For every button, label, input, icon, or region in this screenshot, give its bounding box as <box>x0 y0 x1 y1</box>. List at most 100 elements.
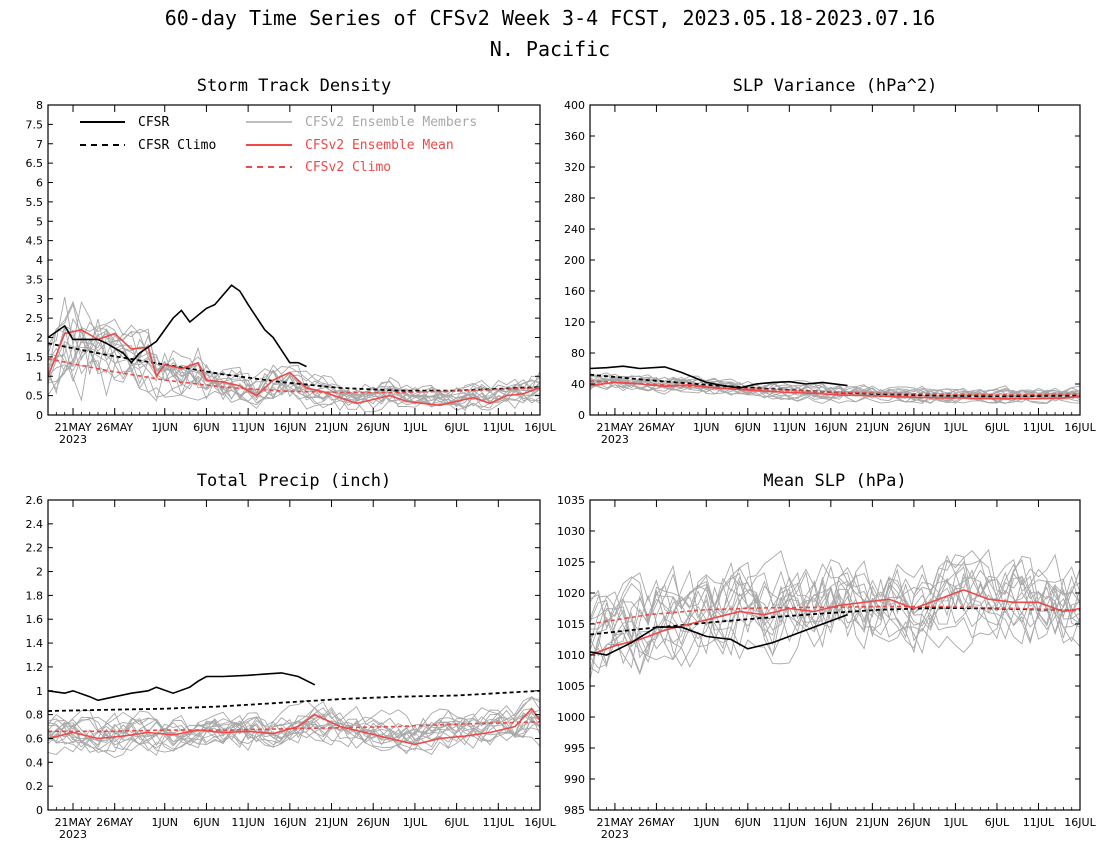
y-tick-label: 400 <box>564 99 585 112</box>
series-line-cfsr-climo <box>47 342 541 392</box>
x-tick-label: 6JUN <box>193 421 220 434</box>
x-tick-label: 6JUL <box>444 816 469 829</box>
y-tick-label: 6.5 <box>26 157 44 170</box>
y-tick-label: 5.5 <box>26 196 44 209</box>
y-tick-label: 3.5 <box>26 273 44 286</box>
x-tick-label: 26MAY <box>638 421 675 434</box>
y-tick-label: 160 <box>564 285 585 298</box>
x-tick-label: 1JUL <box>943 421 968 434</box>
ensemble-members <box>47 296 541 413</box>
series-line-cfsv2-climo <box>589 605 1081 625</box>
x-tick-label: 21MAY <box>596 421 633 434</box>
ensemble-member-line <box>47 325 541 409</box>
series-line-ens-mean <box>47 328 541 407</box>
plot-frame <box>589 104 1081 416</box>
y-tick-label: 4.5 <box>26 235 44 248</box>
x-tick-label: 26MAY <box>638 816 675 829</box>
y-tick-label: 1005 <box>557 680 585 693</box>
y-tick-label: 7.5 <box>26 118 44 131</box>
ensemble-member-line <box>589 548 1081 643</box>
ensemble-member-line <box>589 375 1081 398</box>
ensemble-member-line <box>589 550 1081 645</box>
ensemble-member-line <box>47 715 541 753</box>
y-tick-label: 990 <box>564 773 585 786</box>
series-line-cfsr <box>589 613 848 656</box>
series-line-cfsr <box>47 284 307 368</box>
series-line-cfsv2-climo <box>47 358 541 394</box>
series-line-cfsr <box>47 672 316 702</box>
y-tick-label: 1 <box>36 370 43 383</box>
x-tick-label: 6JUL <box>444 421 469 434</box>
x-tick-label: 26MAY <box>96 816 133 829</box>
x-tick-label: 6JUN <box>193 816 220 829</box>
x-tick-label: 6JUN <box>735 816 762 829</box>
x-year-label: 2023 <box>601 433 629 446</box>
x-tick-label: 21MAY <box>55 421 92 434</box>
y-tick-label: 1025 <box>557 556 585 569</box>
y-tick-label: 2.4 <box>26 518 44 531</box>
ensemble-member-line <box>47 296 541 401</box>
chart-panel-3: Total Precip (inch) 0 0.2 0.4 0.6 0.8 1 1.2 1.4 1… <box>26 471 557 841</box>
y-tick-label: 3 <box>36 293 43 306</box>
x-tick-label: 21JUN <box>315 421 349 434</box>
plot-frame <box>47 499 541 811</box>
x-tick-label: 16JUN <box>814 816 848 829</box>
ensemble-member-line <box>590 589 1081 668</box>
y-tick-label: 2.5 <box>26 312 44 325</box>
x-tick-label: 21JUN <box>315 816 349 829</box>
ensemble-member-line <box>589 561 1081 650</box>
plot-frame <box>47 104 541 416</box>
series-line-cfsr <box>589 365 848 389</box>
x-tick-label: 11JUL <box>483 421 515 434</box>
y-tick-label: 0 <box>578 409 585 422</box>
legend-label-cfsr: CFSR <box>138 115 169 130</box>
series-line-cfsv2-climo <box>589 380 1081 396</box>
ensemble-member-line <box>47 696 541 735</box>
x-tick-label: 6JUL <box>985 421 1010 434</box>
y-tick-label: 280 <box>564 192 585 205</box>
series-line-cfsr-climo <box>47 689 541 712</box>
y-tick-label: 0.4 <box>26 756 44 769</box>
y-tick-label: 0.6 <box>26 732 44 745</box>
panel-title: SLP Variance (hPa^2) <box>733 76 938 96</box>
x-tick-label: 11JUL <box>1023 421 1055 434</box>
y-tick-label: 5 <box>36 215 43 228</box>
legend-label-members: CFSv2 Ensemble Members <box>305 115 477 130</box>
y-tick-label: 6 <box>36 177 43 190</box>
panel-title: Mean SLP (hPa) <box>763 471 906 491</box>
ensemble-member-line <box>589 376 1081 401</box>
ensemble-member-line <box>47 328 541 408</box>
plot-frame <box>589 499 1081 811</box>
legend-label-ens-mean: CFSv2 Ensemble Mean <box>305 138 454 153</box>
x-tick-label: 11JUN <box>773 816 807 829</box>
y-tick-label: 1.2 <box>26 661 44 674</box>
x-tick-label: 26JUN <box>356 421 390 434</box>
x-tick-label: 11JUL <box>1023 816 1055 829</box>
y-tick-label: 80 <box>571 347 585 360</box>
x-tick-label: 1JUL <box>943 816 968 829</box>
x-tick-label: 21MAY <box>55 816 92 829</box>
y-tick-label: 0 <box>36 409 43 422</box>
y-tick-label: 0.5 <box>26 390 44 403</box>
x-tick-label: 16JUL <box>524 421 556 434</box>
x-tick-label: 21JUN <box>856 421 890 434</box>
y-tick-label: 1.4 <box>26 637 44 650</box>
chart-panel-4: Mean SLP (hPa) 985 990 995 1000 1005 1010 1015 1… <box>557 471 1097 841</box>
series-line-ens-mean <box>589 589 1081 656</box>
chart-panel-1: Storm Track Density 0 0.5 1 1.5 2 2.5 3 3.5 4 4.5 5… <box>26 76 557 446</box>
y-tick-label: 200 <box>564 254 585 267</box>
y-tick-label: 2.6 <box>26 494 44 507</box>
y-tick-label: 1 <box>36 685 43 698</box>
y-tick-label: 1000 <box>557 711 585 724</box>
x-tick-label: 11JUN <box>231 421 265 434</box>
series-line-ens-mean <box>589 381 1081 400</box>
y-tick-label: 1020 <box>557 587 585 600</box>
x-tick-label: 16JUN <box>814 421 848 434</box>
y-tick-label: 995 <box>564 742 585 755</box>
x-tick-label: 1JUL <box>403 816 428 829</box>
y-tick-label: 1010 <box>557 649 585 662</box>
x-year-label: 2023 <box>59 828 87 841</box>
ensemble-member-line <box>589 380 1081 404</box>
x-tick-label: 11JUN <box>773 421 807 434</box>
x-tick-label: 16JUN <box>273 816 307 829</box>
